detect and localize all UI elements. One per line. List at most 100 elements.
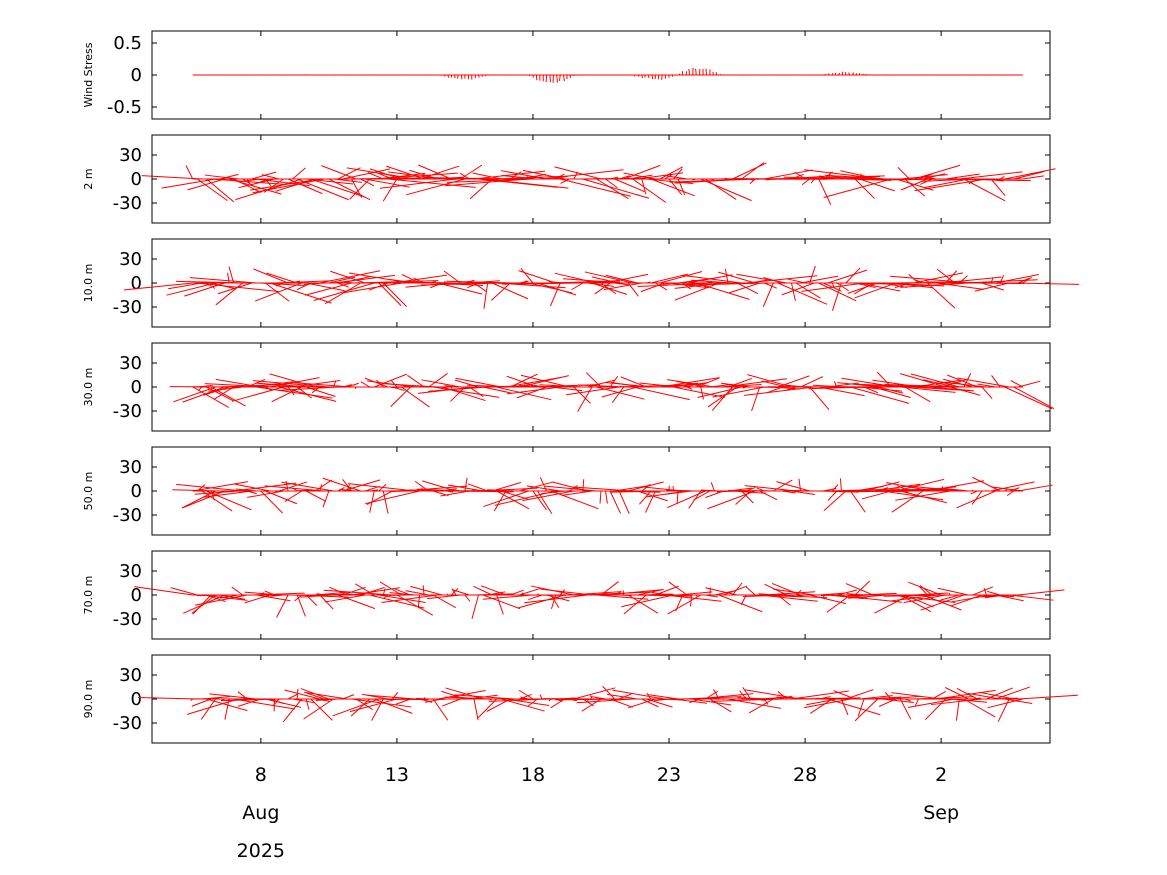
velocity-stick [274,490,278,493]
velocity-stick [173,386,216,403]
velocity-stick [483,490,529,508]
velocity-stick [818,178,832,206]
velocity-stick [440,490,470,497]
velocity-stick [185,165,194,180]
velocity-stick [471,594,480,620]
velocity-stick [669,178,760,183]
velocity-stick [650,178,695,197]
velocity-stick [206,282,216,289]
stress-stick [715,72,718,76]
velocity-stick [264,485,325,492]
velocity-stick [545,485,597,492]
velocity-stick [324,594,366,603]
velocity-stick [191,698,212,707]
velocity-stick [623,164,661,180]
velocity-stick [918,173,933,180]
velocity-stick [310,698,333,721]
velocity-stick [292,167,306,180]
velocity-stick [936,689,996,700]
velocity-stick [605,382,651,388]
velocity-stick [718,271,756,284]
velocity-stick [668,581,688,596]
velocity-stick [278,481,308,492]
velocity-stick [718,594,763,613]
velocity-stick [995,274,1039,284]
velocity-stick [261,174,280,180]
velocity-stick [337,594,376,610]
year-label: 2025 [237,840,285,862]
velocity-stick [253,268,289,284]
velocity-stick [296,688,299,700]
velocity-stick [269,282,332,304]
series-sticks [137,685,1078,723]
velocity-stick [816,697,824,700]
velocity-stick [602,685,615,700]
velocity-stick [418,164,452,180]
panel-3: 30 0 -30 10.0 m [82,238,1080,328]
velocity-stick [319,270,381,284]
velocity-stick [776,696,810,700]
velocity-stick [568,485,578,492]
series-sticks [141,162,1056,206]
velocity-stick [391,386,407,389]
velocity-stick [967,692,1001,700]
velocity-stick [206,490,252,511]
velocity-stick [560,178,570,184]
velocity-stick [194,490,239,495]
velocity-stick [445,687,484,700]
velocity-stick [999,274,1005,284]
velocity-stick [905,489,960,492]
velocity-stick [977,383,996,388]
velocity-stick [605,178,618,189]
velocity-stick [555,173,565,180]
y-tick-label: 30 [119,457,142,478]
velocity-stick [759,490,778,501]
velocity-stick [506,386,561,395]
velocity-stick [987,698,1023,709]
velocity-stick [678,591,713,596]
stress-stick [865,73,867,76]
velocity-stick [691,281,696,284]
velocity-stick [369,594,425,609]
y-tick-label: 0 [131,481,142,502]
velocity-stick [628,174,653,180]
velocity-stick [981,386,993,400]
panel-title: 10.0 m [82,264,95,303]
velocity-stick [910,373,960,388]
velocity-stick [401,273,420,284]
stress-stick [844,72,847,76]
velocity-stick [904,386,931,403]
velocity-stick [995,178,1002,182]
velocity-stick [765,178,778,181]
velocity-stick [714,590,735,596]
velocity-stick [187,178,225,191]
velocity-stick [791,173,804,180]
velocity-stick [233,483,271,492]
velocity-stick [861,490,892,500]
velocity-stick [487,489,515,492]
velocity-stick [596,594,649,600]
velocity-stick [742,386,747,389]
series-sticks [192,67,1023,83]
stress-stick [834,72,837,76]
velocity-stick [219,173,239,180]
velocity-stick [333,274,396,284]
velocity-stick [446,280,515,284]
velocity-stick [496,490,530,510]
velocity-stick [369,489,379,492]
velocity-stick [764,169,813,180]
velocity-stick [528,594,543,601]
velocity-stick [217,282,252,295]
velocity-stick [244,594,271,604]
velocity-stick [710,482,715,492]
velocity-stick [744,485,797,492]
velocity-stick [304,282,352,296]
velocity-stick [520,374,570,388]
velocity-stick [650,273,689,284]
velocity-stick [365,490,420,505]
velocity-stick [395,178,407,181]
panel-1: 0.5 0 -0.5 Wind Stress [82,30,1051,120]
velocity-stick [141,175,202,180]
velocity-stick [490,282,511,301]
velocity-stick [256,594,291,602]
